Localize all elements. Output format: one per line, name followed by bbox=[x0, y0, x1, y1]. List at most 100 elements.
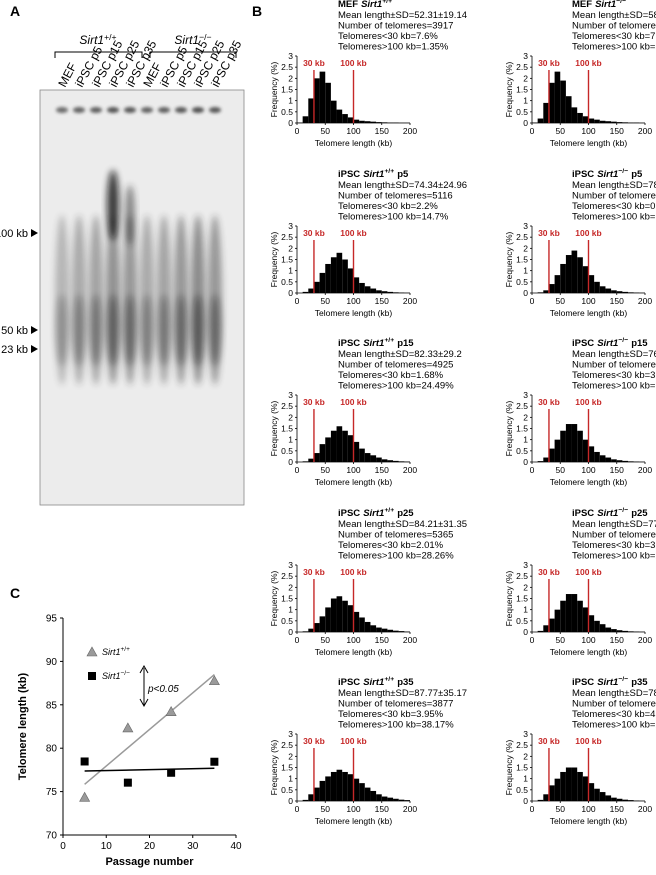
histogram-bar bbox=[571, 767, 578, 801]
y-tick-label: 1 bbox=[288, 774, 293, 784]
histogram-bar bbox=[622, 291, 629, 293]
threshold-label: 100 kb bbox=[575, 228, 601, 238]
y-tick-label: 85 bbox=[46, 700, 58, 711]
y-tick-label: 2 bbox=[523, 73, 528, 83]
threshold-label: 30 kb bbox=[538, 397, 560, 407]
y-tick-label: 1.5 bbox=[281, 763, 293, 773]
x-tick-label: 50 bbox=[321, 804, 331, 814]
histogram-bar bbox=[537, 799, 544, 801]
y-tick-label: 0.5 bbox=[516, 107, 528, 117]
x-tick-label: 40 bbox=[230, 841, 242, 852]
histogram-bar bbox=[577, 430, 583, 462]
data-point bbox=[210, 757, 219, 766]
genotype: −/− bbox=[616, 0, 626, 5]
x-tick-label: 50 bbox=[321, 465, 331, 475]
histogram-bar bbox=[353, 778, 360, 801]
histogram-stat: Telomeres>100 kb=23.56% bbox=[572, 720, 656, 731]
histogram-bar bbox=[359, 783, 365, 801]
x-axis-label: Telomere length (kb) bbox=[550, 308, 628, 318]
histogram-stat: Telomeres>100 kb=14.7% bbox=[338, 212, 449, 223]
x-axis-label: Telomere length (kb) bbox=[315, 477, 393, 487]
histogram-stat: Mean length±SD=74.34±24.96 bbox=[338, 180, 467, 191]
x-tick-label: 100 bbox=[581, 804, 595, 814]
gel-smear bbox=[73, 295, 85, 365]
genotype: +/+ bbox=[382, 0, 392, 5]
histogram-bar bbox=[313, 623, 320, 632]
y-tick-label: 3 bbox=[523, 729, 528, 739]
legend-marker bbox=[86, 646, 98, 657]
histogram-stat: Mean length±SD=78.47±28.93 bbox=[572, 180, 656, 191]
x-tick-label: 0 bbox=[530, 465, 535, 475]
cell-type: iPSC bbox=[572, 677, 594, 688]
histogram-bar bbox=[319, 616, 326, 632]
x-tick-label: 50 bbox=[556, 635, 566, 645]
histogram-bar bbox=[398, 799, 405, 801]
histogram-stat: Number of telomeres=5577 bbox=[572, 699, 656, 710]
histogram-bar bbox=[628, 800, 634, 801]
passage: p5 bbox=[397, 169, 409, 180]
histogram-bar bbox=[594, 620, 600, 632]
gel-smear bbox=[141, 295, 153, 365]
y-tick-label: 0.5 bbox=[281, 277, 293, 287]
histogram-title: iPSC Sirt1+/+ p5 bbox=[338, 168, 409, 180]
histogram-bar bbox=[370, 455, 377, 462]
x-tick-label: 150 bbox=[375, 126, 389, 136]
y-tick-label: 2 bbox=[288, 582, 293, 592]
x-tick-label: 150 bbox=[375, 635, 389, 645]
histogram-bar bbox=[594, 788, 600, 801]
passage: p25 bbox=[397, 508, 414, 519]
histogram-bar bbox=[577, 600, 583, 632]
y-tick-label: 1 bbox=[288, 96, 293, 106]
histogram-stat: Telomeres>100 kb=24.49% bbox=[338, 381, 454, 392]
y-tick-label: 1 bbox=[523, 266, 528, 276]
histogram-stat: Telomeres>100 kb=5.15% bbox=[572, 42, 656, 53]
genotype: +/+ bbox=[384, 168, 394, 175]
histogram-bar bbox=[611, 290, 617, 293]
y-tick-label: 0.5 bbox=[281, 616, 293, 626]
x-tick-label: 50 bbox=[556, 465, 566, 475]
gene-name: Sirt1 bbox=[79, 33, 104, 47]
genotype: +/+ bbox=[384, 676, 394, 683]
histogram-stat: Mean length±SD=82.33±29.2 bbox=[338, 349, 462, 360]
data-point bbox=[123, 778, 132, 787]
x-tick-label: 200 bbox=[403, 804, 417, 814]
x-tick-label: 100 bbox=[346, 126, 360, 136]
annotation: p<0.05 bbox=[147, 684, 179, 695]
histogram-stat: Telomeres<30 kb=7.28% bbox=[572, 31, 656, 42]
histogram-bar bbox=[330, 771, 337, 801]
histogram-bar bbox=[330, 598, 337, 632]
histogram-title: iPSC Sirt1+/+ p25 bbox=[338, 507, 414, 519]
histogram-stat: Telomeres>100 kb=20.29% bbox=[572, 551, 656, 562]
histogram-bar bbox=[543, 794, 549, 801]
histogram-bar bbox=[548, 448, 555, 462]
histogram-bar bbox=[611, 459, 617, 462]
histogram-stat: Mean length±SD=78.44±30.71 bbox=[572, 688, 656, 699]
gel-well bbox=[175, 107, 187, 113]
histogram-bar bbox=[387, 797, 394, 801]
histogram-bar bbox=[611, 629, 617, 632]
y-tick-label: 2.5 bbox=[516, 571, 528, 581]
panel-label: A bbox=[10, 3, 20, 19]
y-axis-label: Frequency (%) bbox=[269, 400, 279, 456]
gel-well bbox=[158, 107, 170, 113]
histogram-stat: Number of telomeres=5365 bbox=[338, 530, 453, 541]
histogram-bar bbox=[599, 792, 606, 801]
y-axis-label: Frequency (%) bbox=[269, 61, 279, 117]
histogram-bar bbox=[364, 286, 371, 293]
threshold-label: 100 kb bbox=[340, 228, 366, 238]
threshold-label: 100 kb bbox=[575, 397, 601, 407]
histogram-bar bbox=[560, 771, 566, 801]
histogram-stat: Telomeres<30 kb=3.95% bbox=[338, 709, 444, 720]
histogram-bar bbox=[342, 771, 348, 801]
y-axis-label: Frequency (%) bbox=[504, 61, 514, 117]
histogram-bar bbox=[353, 441, 360, 462]
gel-smear bbox=[158, 295, 170, 365]
histogram-bar bbox=[582, 116, 589, 123]
x-tick-label: 150 bbox=[610, 296, 624, 306]
histogram-bar bbox=[387, 629, 394, 632]
threshold-label: 30 kb bbox=[303, 58, 325, 68]
x-tick-label: 150 bbox=[610, 635, 624, 645]
gene-name: Sirt1 bbox=[174, 33, 199, 47]
histogram-bar bbox=[622, 460, 629, 462]
histogram-bar bbox=[599, 455, 606, 462]
